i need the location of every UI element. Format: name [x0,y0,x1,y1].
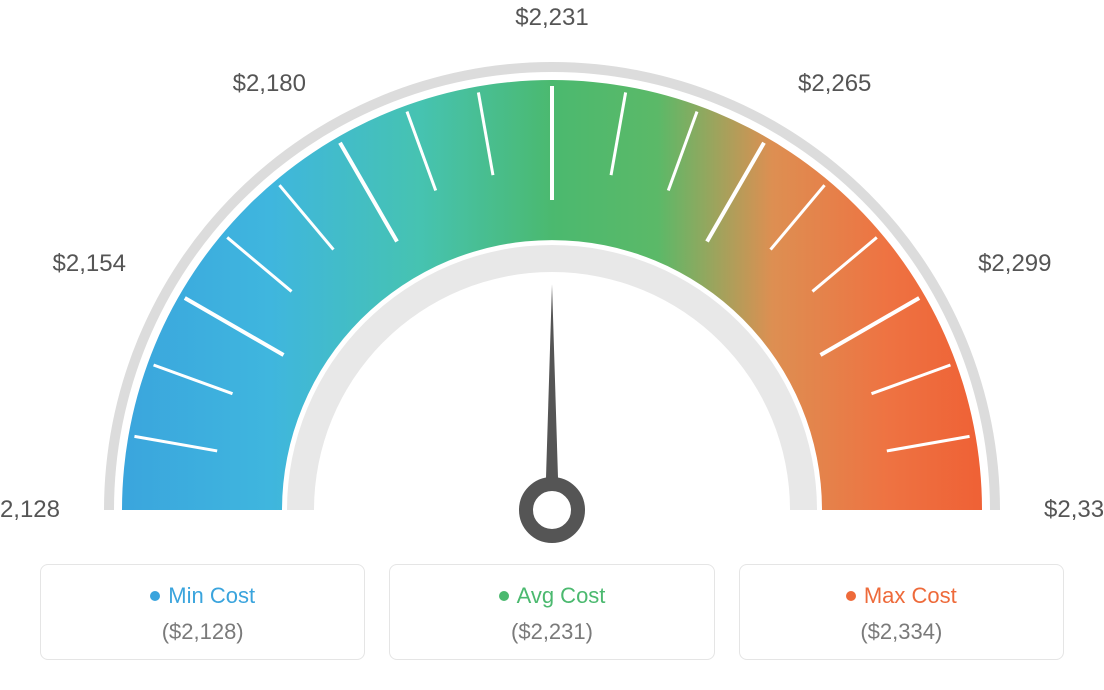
gauge-tick-label: $2,154 [36,250,126,278]
legend-title-row: Max Cost [760,583,1043,609]
legend-dot-icon [846,591,856,601]
legend-card: Avg Cost ($2,231) [389,564,714,660]
gauge-needle [545,284,559,510]
legend-value: ($2,128) [61,619,344,645]
legend-title-row: Min Cost [61,583,344,609]
gauge-tick-label: $2,299 [978,250,1051,278]
legend-dot-icon [150,591,160,601]
legend-title: Min Cost [168,583,255,609]
gauge-tick-label: $2,128 [0,496,60,524]
gauge-svg [52,40,1052,560]
legend-card: Min Cost ($2,128) [40,564,365,660]
gauge-needle-hub [526,484,578,536]
legend-row: Min Cost ($2,128) Avg Cost ($2,231) Max Cost… [40,564,1064,660]
gauge-tick-label: $2,334 [1044,496,1104,524]
gauge-tick-label: $2,231 [507,4,597,32]
legend-title: Avg Cost [517,583,606,609]
gauge-tick-label: $2,180 [216,70,306,98]
legend-value: ($2,334) [760,619,1043,645]
legend-card: Max Cost ($2,334) [739,564,1064,660]
legend-title-row: Avg Cost [410,583,693,609]
cost-gauge-chart: $2,128 $2,154 $2,180 $2,231 $2,265 $2,299 $2,3… [0,0,1104,690]
gauge-tick-label: $2,265 [798,70,871,98]
legend-value: ($2,231) [410,619,693,645]
gauge-area: $2,128$2,154$2,180$2,231$2,265$2,299$2,3… [52,40,1052,560]
legend-dot-icon [499,591,509,601]
legend-title: Max Cost [864,583,957,609]
